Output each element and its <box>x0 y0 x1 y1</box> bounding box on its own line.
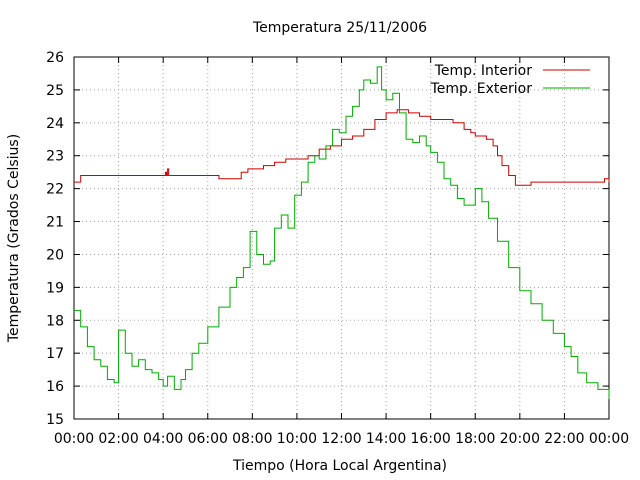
x-tick-label: 02:00 <box>98 431 138 447</box>
y-tick-label: 15 <box>46 412 64 428</box>
y-tick-label: 19 <box>46 280 64 296</box>
x-tick-label: 12:00 <box>321 431 361 447</box>
series-lines <box>74 66 610 400</box>
x-tick-label: 22:00 <box>544 431 584 447</box>
y-tick-label: 21 <box>46 215 64 231</box>
y-tick-label: 26 <box>46 50 64 66</box>
y-axis-label: Temperatura (Grados Celsius) <box>6 134 22 343</box>
y-tick-label: 17 <box>46 346 64 362</box>
x-tick-label: 00:00 <box>54 431 94 447</box>
x-tick-label: 08:00 <box>232 431 272 447</box>
y-axis-ticks: 15 16 17 18 19 20 21 22 23 24 25 26 <box>46 50 609 428</box>
x-tick-label: 16:00 <box>410 431 450 447</box>
y-tick-label: 18 <box>46 313 64 329</box>
chart-title: Temperatura 25/11/2006 <box>252 20 427 36</box>
legend: Temp. Interior Temp. Exterior <box>430 63 590 97</box>
series-line-exterior <box>74 66 610 400</box>
y-tick-label: 22 <box>46 182 64 198</box>
legend-label: Temp. Interior <box>434 63 533 79</box>
y-tick-label: 24 <box>46 116 64 132</box>
y-tick-label: 25 <box>46 83 64 99</box>
y-tick-label: 20 <box>46 247 64 263</box>
grid-lines <box>74 57 609 419</box>
y-tick-label: 23 <box>46 149 64 165</box>
legend-label: Temp. Exterior <box>430 81 533 97</box>
x-axis-ticks: 00:00 02:00 04:00 06:00 08:00 10:00 12:00 14:00… <box>54 57 629 447</box>
x-tick-label: 20:00 <box>500 431 540 447</box>
x-tick-label: 00:00 <box>589 431 629 447</box>
x-axis-label: Tiempo (Hora Local Argentina) <box>232 458 447 474</box>
y-tick-label: 16 <box>46 379 64 395</box>
x-tick-label: 04:00 <box>143 431 183 447</box>
x-tick-label: 14:00 <box>366 431 406 447</box>
x-tick-label: 06:00 <box>188 431 228 447</box>
series-line-interior <box>74 109 610 186</box>
x-tick-label: 10:00 <box>277 431 317 447</box>
x-tick-label: 18:00 <box>455 431 495 447</box>
